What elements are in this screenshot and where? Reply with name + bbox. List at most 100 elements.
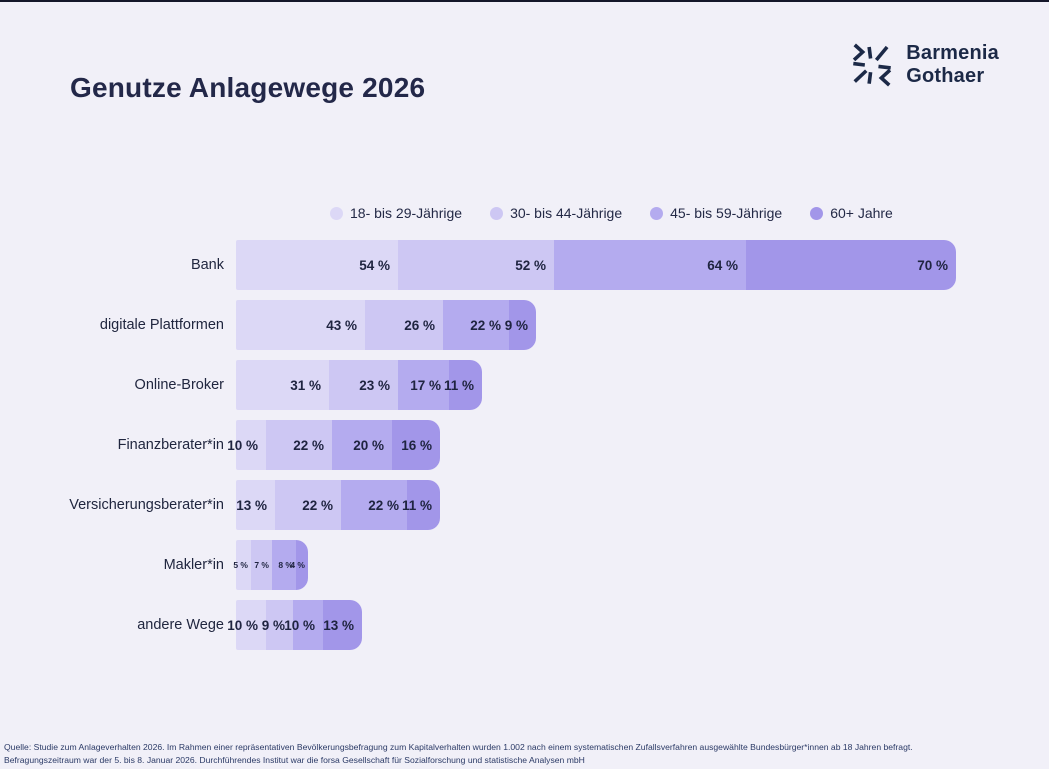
value-label: 31 % (290, 377, 321, 393)
brand-name: Barmenia Gothaer (906, 42, 999, 88)
bar-row: Online-Broker 31 % 23 % 17 % 11 % (10, 360, 956, 410)
bar-row: digitale Plattformen 43 % 26 % 22 % 9 % (10, 300, 956, 350)
value-label: 7 % (254, 560, 269, 570)
chart-rows: Bank 54 % 52 % 64 % 70 % digitale Plattformen… (10, 240, 956, 660)
brand-name-line1: Barmenia (906, 42, 999, 64)
category-label: Makler*in (163, 557, 224, 573)
bar-segment: 10 % (227, 420, 266, 470)
value-label: 10 % (227, 617, 258, 633)
bar-row: Bank 54 % 52 % 64 % 70 % (10, 240, 956, 290)
bar-segment: 64 % (554, 240, 746, 290)
bar-segment: 23 % (329, 360, 398, 410)
bar-row: Makler*in 5 % 7 % 8 % 4 % (10, 540, 956, 590)
legend-dot-icon (810, 206, 824, 220)
legend-label: 60+ Jahre (830, 205, 893, 221)
legend-dot-icon (490, 206, 504, 220)
bar-segment: 52 % (398, 240, 554, 290)
value-label: 16 % (401, 437, 432, 453)
bar-segment: 4 % (290, 540, 308, 590)
value-label: 4 % (290, 560, 305, 570)
value-label: 9 % (504, 317, 528, 333)
value-label: 11 % (443, 377, 474, 393)
logo-star-icon (853, 43, 892, 87)
stacked-bar: 10 % 9 % 10 % 13 % (227, 600, 362, 650)
value-label: 22 % (302, 497, 333, 513)
bar-segment: 10 % (284, 600, 323, 650)
bar-segment: 31 % (236, 360, 329, 410)
legend-dot-icon (650, 206, 664, 220)
source-note-line1: Quelle: Studie zum Anlageverhalten 2026.… (4, 742, 913, 752)
bar-segment: 17 % (398, 360, 449, 410)
value-label: 13 % (323, 617, 354, 633)
category-label: Finanzberater*in (117, 437, 224, 453)
value-label: 54 % (359, 257, 390, 273)
category-label: Online-Broker (134, 377, 224, 393)
bar-segment: 20 % (332, 420, 392, 470)
value-label: 5 % (233, 560, 248, 570)
value-label: 13 % (236, 497, 267, 513)
stacked-bar: 5 % 7 % 8 % 4 % (233, 540, 308, 590)
stacked-bar: 31 % 23 % 17 % 11 % (236, 360, 482, 410)
bar-segment: 5 % (233, 540, 251, 590)
category-label: Versicherungsberater*in (69, 497, 224, 513)
legend-dot-icon (330, 206, 343, 220)
bar-segment: 22 % (266, 420, 332, 470)
bar-segment: 54 % (236, 240, 398, 290)
legend-label: 45- bis 59-Jährige (670, 205, 783, 221)
value-label: 22 % (293, 437, 324, 453)
value-label: 52 % (515, 257, 546, 273)
value-label: 64 % (707, 257, 738, 273)
bar-segment: 7 % (251, 540, 272, 590)
chart-legend: 18- bis 29-Jährige 30- bis 44-Jährige 45- … (330, 205, 893, 221)
value-label: 10 % (227, 437, 258, 453)
value-label: 9 % (261, 617, 285, 633)
bar-row: Finanzberater*in 10 % 22 % 20 % 16 % (10, 420, 956, 470)
bar-segment: 70 % (746, 240, 956, 290)
bar-segment: 8 % (272, 540, 296, 590)
brand-name-line2: Gothaer (906, 65, 985, 87)
bar-segment: 26 % (365, 300, 443, 350)
category-label: Bank (190, 257, 224, 273)
value-label: 10 % (284, 617, 315, 633)
bar-segment: 13 % (323, 600, 362, 650)
stacked-bar: 54 % 52 % 64 % 70 % (236, 240, 956, 290)
value-label: 20 % (353, 437, 384, 453)
source-note: Quelle: Studie zum Anlageverhalten 2026.… (4, 741, 913, 767)
stacked-bar: 43 % 26 % 22 % 9 % (236, 300, 536, 350)
bar-row: andere Wege 10 % 9 % 10 % 13 % (10, 600, 956, 650)
stacked-bar: 13 % 22 % 22 % 11 % (236, 480, 440, 530)
stacked-bar: 10 % 22 % 20 % 16 % (227, 420, 440, 470)
bar-segment: 11 % (402, 480, 440, 530)
value-label: 11 % (401, 497, 432, 513)
bar-segment: 11 % (444, 360, 482, 410)
value-label: 70 % (917, 257, 948, 273)
bar-segment: 10 % (227, 600, 266, 650)
category-label: andere Wege (137, 617, 224, 633)
bar-row: Versicherungsberater*in 13 % 22 % 22 % 11 % (10, 480, 956, 530)
bar-segment: 9 % (505, 300, 536, 350)
value-label: 22 % (368, 497, 399, 513)
bar-segment: 22 % (443, 300, 509, 350)
value-label: 8 % (278, 560, 293, 570)
top-border-line (0, 0, 1049, 2)
bar-segment: 16 % (392, 420, 440, 470)
bar-segment: 43 % (236, 300, 365, 350)
bar-segment: 13 % (236, 480, 275, 530)
bar-segment: 22 % (275, 480, 341, 530)
legend-label: 18- bis 29-Jährige (350, 205, 463, 221)
legend-item: 18- bis 29-Jährige (330, 205, 462, 221)
brand-logo: Barmenia Gothaer (849, 42, 999, 88)
bar-segment: 22 % (341, 480, 407, 530)
source-note-line2: Befragungszeitraum war der 5. bis 8. Jan… (4, 755, 585, 765)
value-label: 26 % (404, 317, 435, 333)
value-label: 43 % (326, 317, 357, 333)
value-label: 23 % (359, 377, 390, 393)
value-label: 22 % (470, 317, 501, 333)
legend-item: 60+ Jahre (810, 205, 893, 221)
legend-item: 30- bis 44-Jährige (490, 205, 622, 221)
page-title: Genutze Anlagewege 2026 (70, 72, 426, 103)
legend-item: 45- bis 59-Jährige (650, 205, 782, 221)
legend-label: 30- bis 44-Jährige (510, 205, 623, 221)
value-label: 17 % (410, 377, 441, 393)
